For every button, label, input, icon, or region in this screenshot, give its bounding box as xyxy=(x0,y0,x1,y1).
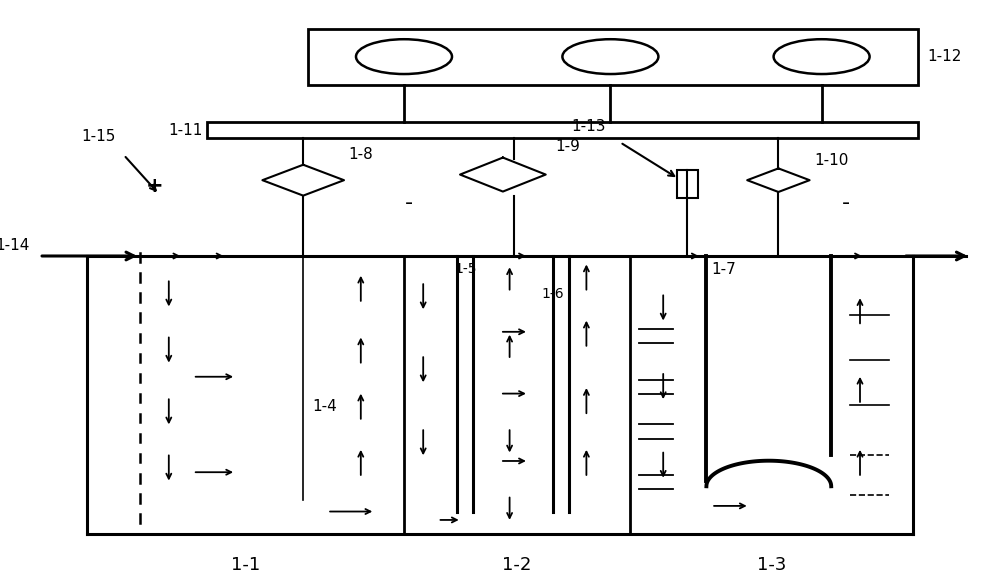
Bar xyxy=(677,170,698,198)
Text: 1-5: 1-5 xyxy=(455,261,477,276)
Text: -: - xyxy=(405,192,413,212)
Text: 1-3: 1-3 xyxy=(757,556,786,574)
Text: 1-4: 1-4 xyxy=(313,399,338,414)
Ellipse shape xyxy=(562,39,658,74)
Text: 1-2: 1-2 xyxy=(502,556,531,574)
Text: 1-9: 1-9 xyxy=(555,139,580,153)
Text: 1-12: 1-12 xyxy=(927,49,962,64)
Text: 1-6: 1-6 xyxy=(541,287,564,301)
Bar xyxy=(308,29,918,85)
Text: 1-11: 1-11 xyxy=(168,123,202,137)
Ellipse shape xyxy=(774,39,870,74)
Text: 1-1: 1-1 xyxy=(231,556,260,574)
Text: 1-7: 1-7 xyxy=(711,261,736,277)
Text: 1-15: 1-15 xyxy=(82,129,116,144)
Text: 1-14: 1-14 xyxy=(0,238,30,253)
Text: 1-13: 1-13 xyxy=(571,119,606,134)
Text: 1-10: 1-10 xyxy=(814,153,849,168)
Text: 1-8: 1-8 xyxy=(349,147,374,162)
Text: -: - xyxy=(842,192,850,212)
Ellipse shape xyxy=(356,39,452,74)
Bar xyxy=(207,122,918,138)
Text: +: + xyxy=(146,176,163,196)
